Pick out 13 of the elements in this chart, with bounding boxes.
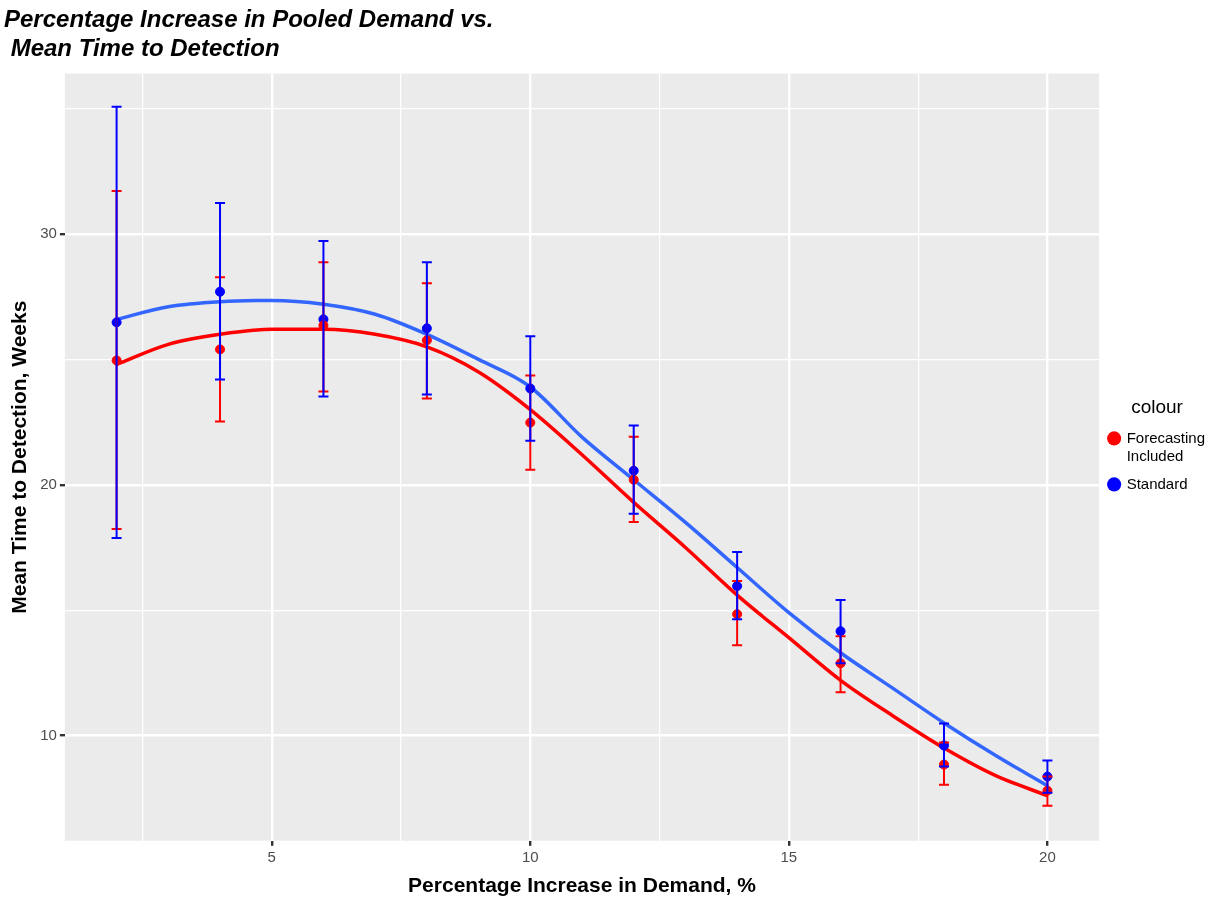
x-tick-label: 20 bbox=[1039, 847, 1056, 865]
x-tick-label: 5 bbox=[267, 847, 276, 865]
y-tick-label: 30 bbox=[40, 224, 57, 242]
x-tick-label: 10 bbox=[521, 847, 539, 865]
y-tick-label: 10 bbox=[40, 725, 57, 743]
legend-title: colour bbox=[1131, 395, 1184, 417]
legend-label: Forecasting Included bbox=[1126, 428, 1206, 464]
y-axis-title: Mean Time to Detection, Weeks bbox=[7, 300, 31, 614]
x-axis-title: Percentage Increase in Demand, % bbox=[408, 873, 757, 897]
y-tick-label: 20 bbox=[40, 474, 57, 492]
x-tick-label: 15 bbox=[780, 847, 798, 865]
legend-label: Standard bbox=[1126, 474, 1188, 492]
chart-title: Percentage Increase in Pooled Demand vs. Mean Time to Detection bbox=[4, 5, 494, 61]
